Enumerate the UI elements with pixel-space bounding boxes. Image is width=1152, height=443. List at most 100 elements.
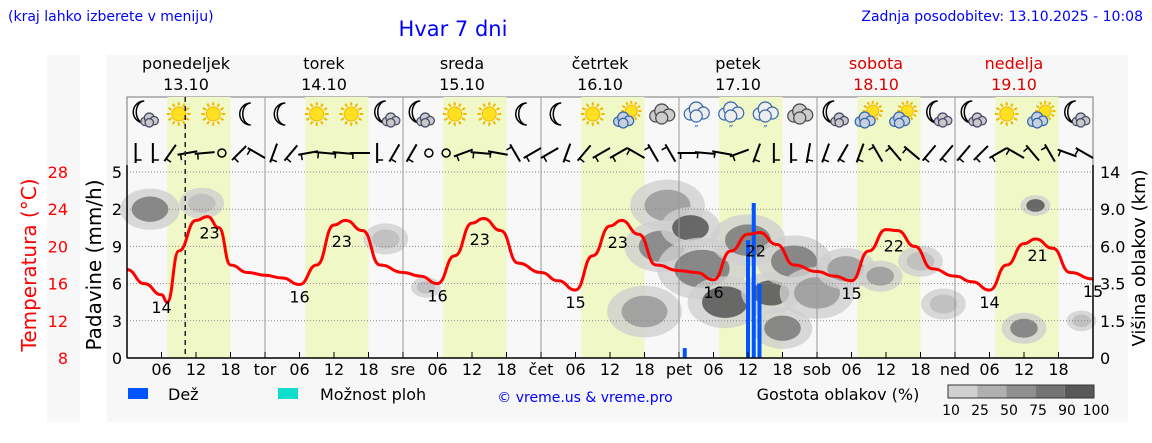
temperature-label: 21 [1027, 246, 1047, 265]
density-scale-label: 50 [1000, 403, 1018, 419]
temperature-axis-title: Temperatura (°C) [17, 178, 41, 352]
cloud-patch-core [752, 280, 790, 306]
cloud-patch-core [416, 280, 436, 294]
wind-barb-icon [1057, 148, 1077, 158]
temperature-tick: 8 [58, 349, 68, 368]
cloud-patch-core [672, 215, 709, 241]
cloud-patch-core [621, 295, 668, 328]
wind-barb-icon [405, 143, 418, 163]
precipitation-tick: 9 [112, 237, 122, 256]
precipitation-tick: 6 [112, 275, 122, 294]
moon-cloud-icon [926, 100, 953, 128]
x-tick-label: 06 [979, 360, 999, 379]
x-tick-label: 12 [1014, 360, 1034, 379]
cloud-height-tick: 0 [1100, 349, 1110, 368]
temperature-label: 23 [199, 224, 219, 243]
legend-cloud-density-label: Gostota oblakov (%) [757, 385, 920, 404]
x-tick-label: 06 [841, 360, 861, 379]
x-tick-label: 12 [324, 360, 344, 379]
wind-barb-icon [729, 148, 750, 162]
moon-cloud-icon [822, 100, 849, 128]
wind-barb-icon [902, 145, 921, 161]
wind-barb-icon [988, 147, 1008, 163]
x-tick-label: 18 [634, 360, 654, 379]
density-scale-label: 90 [1058, 403, 1076, 419]
wind-barb-icon [661, 143, 677, 163]
temperature-label: 23 [332, 232, 352, 251]
temperature-tick: 20 [48, 237, 68, 256]
daylight-band [443, 97, 507, 358]
wind-barb-icon [752, 143, 761, 163]
density-scale-label: 25 [971, 403, 989, 419]
x-tick-label: 06 [151, 360, 171, 379]
wind-barb-icon [487, 150, 508, 158]
wind-barb-icon [151, 143, 159, 163]
wind-barb-icon [388, 143, 401, 163]
legend-rain-swatch [128, 388, 148, 399]
temperature-label: 16 [289, 288, 309, 307]
x-tick-label: 06 [565, 360, 585, 379]
sun-icon [304, 102, 329, 126]
temperature-label: 15 [841, 284, 861, 303]
wind-barb-icon [772, 143, 780, 163]
density-scale-swatch [1064, 385, 1094, 398]
moon-cloud-icon [1064, 100, 1091, 128]
wind-barb-icon [231, 145, 247, 163]
day-name: petek [715, 54, 761, 73]
day-date: 19.10 [991, 75, 1037, 94]
cloud-patch-core [929, 294, 958, 314]
day-name: nedelja [985, 54, 1044, 73]
temperature-label: 14 [979, 293, 999, 312]
x-tick-label: ned [940, 360, 970, 379]
x-tick-label: 06 [289, 360, 309, 379]
x-tick-label: 12 [876, 360, 896, 379]
precipitation-tick: 0 [112, 349, 122, 368]
sun-icon [477, 102, 502, 126]
temperature-label: 22 [746, 241, 766, 260]
x-tick-label: tor [254, 360, 277, 379]
x-tick-label: 12 [186, 360, 206, 379]
day-name: sreda [440, 54, 484, 73]
wind-barb-icon [821, 143, 830, 163]
wind-barb-icon [868, 143, 884, 163]
wind-barb-icon [349, 152, 370, 159]
wind-barb-icon [1005, 147, 1025, 159]
temperature-label: 16 [427, 287, 447, 306]
cloud-patch-core [702, 286, 748, 319]
moon-icon [515, 102, 527, 126]
moon-cloud-icon [408, 100, 435, 128]
cloud-patch-core [764, 315, 801, 341]
temperature-label: 22 [884, 237, 904, 256]
wind-barb-icon [163, 144, 177, 163]
moon-icon [549, 102, 562, 126]
moon-icon [273, 102, 286, 126]
cloud-height-tick: 9.0 [1100, 200, 1125, 219]
cloud-height-tick: 1.5 [1100, 312, 1125, 331]
credit-link[interactable]: © vreme.us & vreme.pro [497, 390, 672, 406]
cloud-rain-icon: ″ [752, 101, 779, 137]
day-name: četrtek [572, 54, 630, 73]
svg-text:″: ″ [729, 123, 734, 137]
x-tick-label: 06 [703, 360, 723, 379]
density-scale-swatch [1006, 385, 1036, 398]
wind-barb-icon [592, 147, 611, 163]
wind-barb-icon [315, 151, 336, 159]
wind-barb-icon [677, 152, 698, 159]
density-scale-label: 100 [1083, 403, 1110, 419]
wind-barb-icon [694, 151, 715, 159]
calm-wind-icon [424, 148, 434, 158]
precipitation-axis-title: Padavine (mm/h) [82, 179, 106, 350]
x-tick-label: 18 [1048, 360, 1068, 379]
cloud-patch-core [371, 229, 400, 249]
location-hint[interactable]: (kraj lahko izberete v meniju) [8, 9, 214, 25]
temperature-label: 16 [703, 283, 723, 302]
cloud-icon [649, 103, 676, 125]
wind-barb-icon [376, 143, 384, 163]
wind-barb-icon [837, 143, 849, 163]
x-tick-label: pet [666, 360, 692, 379]
rain-bar [757, 283, 762, 358]
temperature-tick: 24 [48, 200, 68, 219]
cloud-patch-core [1026, 199, 1045, 212]
cloud-patch-core [866, 266, 895, 286]
